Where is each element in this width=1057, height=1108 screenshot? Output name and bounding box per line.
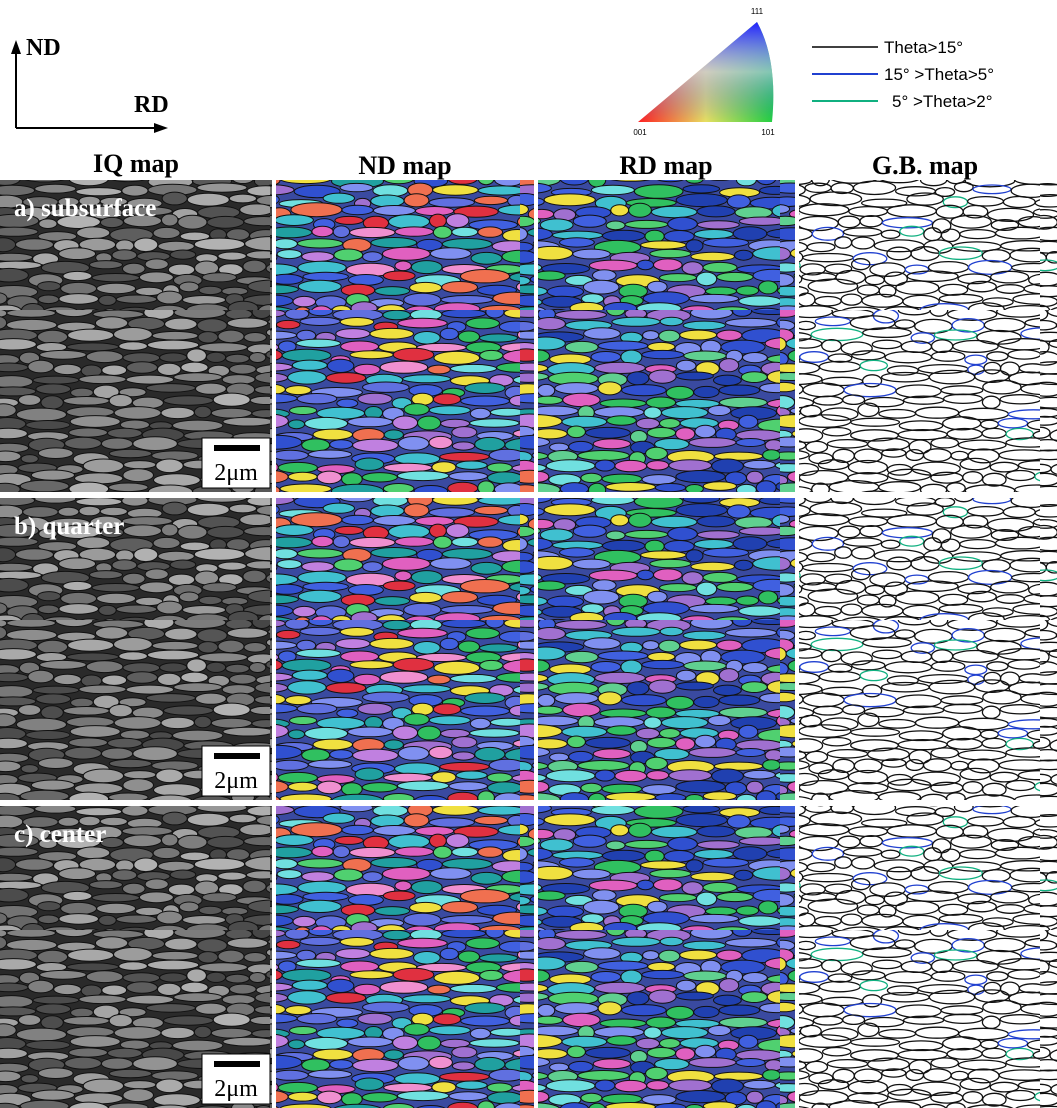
- column-header: RD map: [619, 151, 712, 180]
- triangle-top-label: 111: [751, 7, 764, 16]
- triangle-left-label: 001: [633, 128, 647, 137]
- map-panel: [799, 180, 1057, 492]
- legend: Theta>15° 15° >Theta>5° 5° >Theta>2°: [812, 38, 994, 111]
- map-panel: [538, 180, 795, 492]
- panels: a) subsurface 2μm b) quarter 2μm c) center 2μ…: [0, 180, 1057, 1108]
- scale-bar-label: 2μm: [214, 460, 258, 486]
- scale-bar: [214, 445, 260, 451]
- scale-bar: [214, 753, 260, 759]
- page: {"header": {"axes": {"vertical": "ND", "…: [0, 0, 1057, 1108]
- map-panel: [276, 806, 534, 1108]
- map-panel: [276, 180, 534, 492]
- nd-arrowhead: [11, 40, 21, 54]
- row-label: b) quarter: [14, 513, 124, 540]
- scale-bar: [214, 1061, 260, 1067]
- legend-entry: 15° >Theta>5°: [884, 65, 994, 84]
- legend-entry: Theta>15°: [884, 38, 963, 57]
- column-header: IQ map: [93, 149, 179, 178]
- orientation-axes: ND RD: [11, 35, 169, 133]
- map-panel: [538, 806, 795, 1108]
- scale-bar-label: 2μm: [214, 1076, 258, 1102]
- map-panel: [799, 806, 1057, 1108]
- column-header: ND map: [358, 151, 451, 180]
- row-label: c) center: [14, 821, 106, 848]
- figure: ND RD 111 001 101 Theta>15° 15° >Theta>5…: [0, 0, 1057, 1108]
- triangle-overlay: [638, 22, 773, 122]
- triangle-right-label: 101: [761, 128, 775, 137]
- rd-arrowhead: [154, 123, 168, 133]
- map-panel: [799, 498, 1057, 800]
- scale-bar-label: 2μm: [214, 768, 258, 794]
- row-label: a) subsurface: [14, 195, 156, 222]
- legend-entry: 5° >Theta>2°: [892, 92, 993, 111]
- map-panel: [538, 498, 795, 800]
- nd-label: ND: [26, 35, 61, 61]
- column-header: G.B. map: [872, 151, 978, 180]
- rd-label: RD: [134, 92, 169, 118]
- map-panel: [276, 498, 534, 800]
- ipf-triangle: 111 001 101: [633, 7, 775, 137]
